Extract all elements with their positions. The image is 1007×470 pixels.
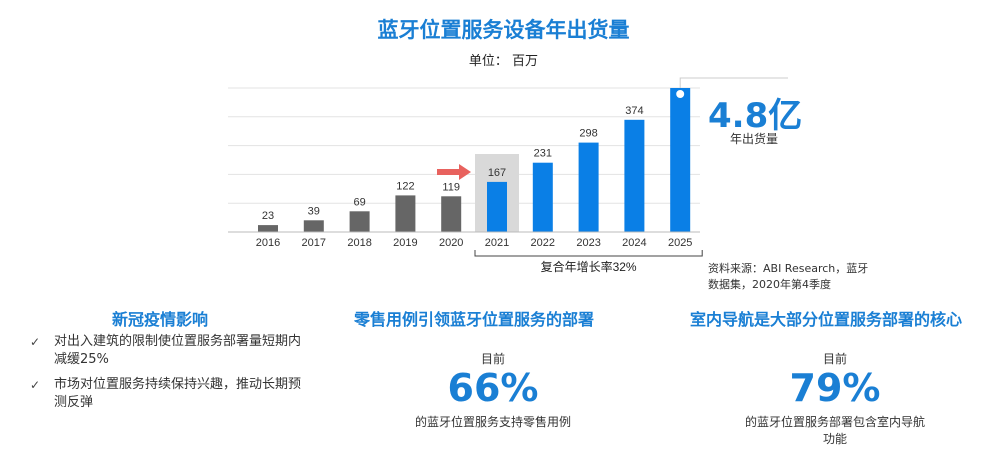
retail-section-title: 零售用例引领蓝牙位置服务的部署 (354, 310, 595, 329)
bar-2022 (532, 162, 553, 232)
value-label: 23 (262, 210, 274, 222)
bar-2017 (303, 220, 324, 232)
bar-2025 (670, 88, 691, 232)
indoor-percent: 79% (789, 366, 881, 410)
tick-label: 2022 (531, 237, 555, 249)
cagr-label: 复合年增长率32% (541, 259, 637, 274)
retail-description: 的蓝牙位置服务支持零售用例 (414, 415, 571, 429)
tick-label: 2023 (576, 237, 600, 249)
value-label: 119 (442, 181, 460, 193)
cagr-bracket (474, 250, 703, 257)
bar-2019 (395, 195, 416, 232)
chart-title: 蓝牙位置服务设备年出货量 (377, 18, 630, 42)
retail-prefix: 目前 (480, 352, 505, 366)
indoor-section-title: 室内导航是大部分位置服务部署的核心 (690, 310, 963, 329)
value-label: 374 (625, 105, 643, 117)
tick-label: 2017 (302, 237, 326, 249)
highlight-value: 4.8亿 (708, 96, 803, 136)
covid-section-title: 新冠疫情影响 (112, 310, 209, 329)
tick-label: 2019 (393, 237, 417, 249)
value-label: 69 (353, 196, 365, 208)
end-marker-dot (674, 88, 687, 100)
covid-bullet-text: 市场对位置服务持续保持兴趣，推动长期预测反弹 (54, 377, 302, 410)
covid-bullet-item: ✓ 市场对位置服务持续保持兴趣，推动长期预测反弹 (26, 376, 311, 412)
value-label: 231 (534, 148, 552, 160)
highlight-label: 年出货量 (730, 132, 779, 146)
value-label: 298 (579, 128, 597, 140)
forecast-arrow-icon (437, 164, 471, 180)
value-label: 39 (308, 205, 320, 217)
unit-label: 单位： 百万 (468, 54, 539, 69)
bar-2021 (487, 181, 507, 232)
retail-percent: 66% (447, 366, 539, 410)
source-note: 资料来源：ABI Research，蓝牙数据集，2020年第4季度 (708, 262, 869, 291)
tick-label: 2025 (668, 237, 692, 249)
check-icon: ✓ (30, 335, 41, 349)
tick-label: 2018 (347, 237, 371, 249)
bar-chart: 23 2016 39 2017 69 2018 122 2019 119 2020 167 2021 2… (228, 77, 788, 274)
tick-label: 2016 (256, 237, 280, 249)
bar-2023 (578, 142, 599, 232)
bar-2018 (349, 211, 370, 232)
tick-label: 2024 (622, 237, 646, 249)
check-icon: ✓ (30, 378, 41, 392)
covid-bullet-list: ✓ 对出入建筑的限制使位置服务部署量短期内减缓25% ✓ 市场对位置服务持续保持… (26, 333, 311, 419)
tick-label: 2021 (485, 237, 509, 249)
tick-label: 2020 (439, 237, 463, 249)
bar-2024 (624, 119, 645, 232)
indoor-prefix: 目前 (822, 352, 847, 366)
indoor-description: 的蓝牙位置服务部署包含室内导航功能 (744, 415, 925, 446)
covid-bullet-text: 对出入建筑的限制使位置服务部署量短期内减缓25% (54, 334, 302, 367)
value-label: 167 (488, 167, 506, 179)
covid-bullet-item: ✓ 对出入建筑的限制使位置服务部署量短期内减缓25% (26, 333, 311, 369)
value-label: 122 (396, 180, 414, 192)
bar-2020 (441, 196, 462, 232)
callout-connector (679, 77, 788, 88)
bar-2016 (258, 225, 278, 232)
